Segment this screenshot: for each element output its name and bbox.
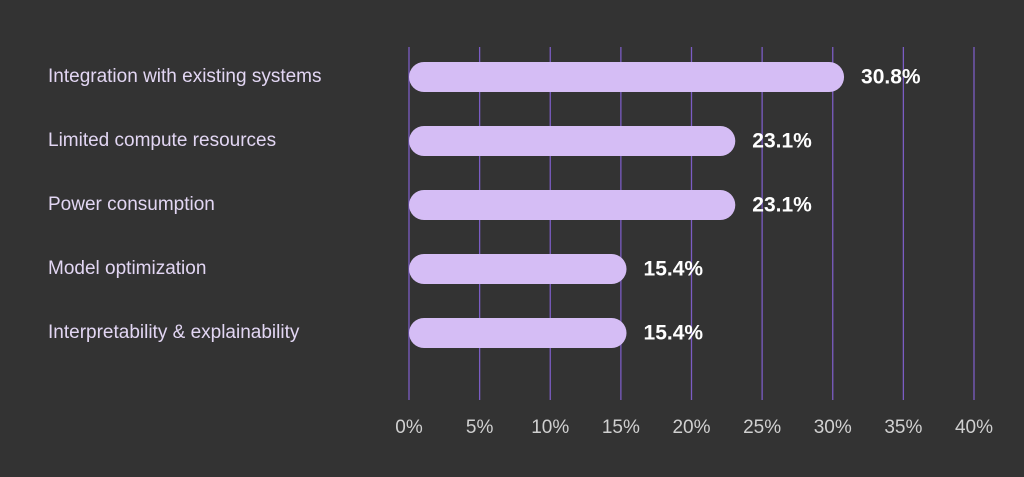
- bars: [409, 62, 845, 348]
- x-tick-label: 20%: [672, 417, 710, 438]
- value-label: 30.8%: [861, 66, 921, 89]
- x-tick-label: 35%: [884, 417, 922, 438]
- value-label: 15.4%: [644, 258, 704, 281]
- value-label: 23.1%: [752, 194, 812, 217]
- value-label: 15.4%: [644, 322, 704, 345]
- bar: [409, 62, 845, 92]
- bar: [409, 126, 736, 156]
- category-label: Integration with existing systems: [48, 66, 322, 87]
- value-label: 23.1%: [752, 130, 812, 153]
- grid-lines: [408, 47, 975, 400]
- x-tick-label: 10%: [531, 417, 569, 438]
- labels: 0% 5% 10% 15% 20% 25% 30% 35% 40% Integration wit…: [48, 66, 993, 438]
- x-tick-label: 40%: [955, 417, 993, 438]
- category-label: Power consumption: [48, 194, 215, 215]
- bar: [409, 254, 627, 284]
- bar: [409, 190, 736, 220]
- category-label: Interpretability & explainability: [48, 322, 300, 343]
- x-tick-label: 25%: [743, 417, 781, 438]
- category-label: Model optimization: [48, 258, 206, 279]
- bar: [409, 318, 627, 348]
- x-tick-label: 15%: [602, 417, 640, 438]
- x-tick-label: 30%: [814, 417, 852, 438]
- x-tick-label: 5%: [466, 417, 494, 438]
- category-label: Limited compute resources: [48, 130, 276, 151]
- x-tick-label: 0%: [395, 417, 423, 438]
